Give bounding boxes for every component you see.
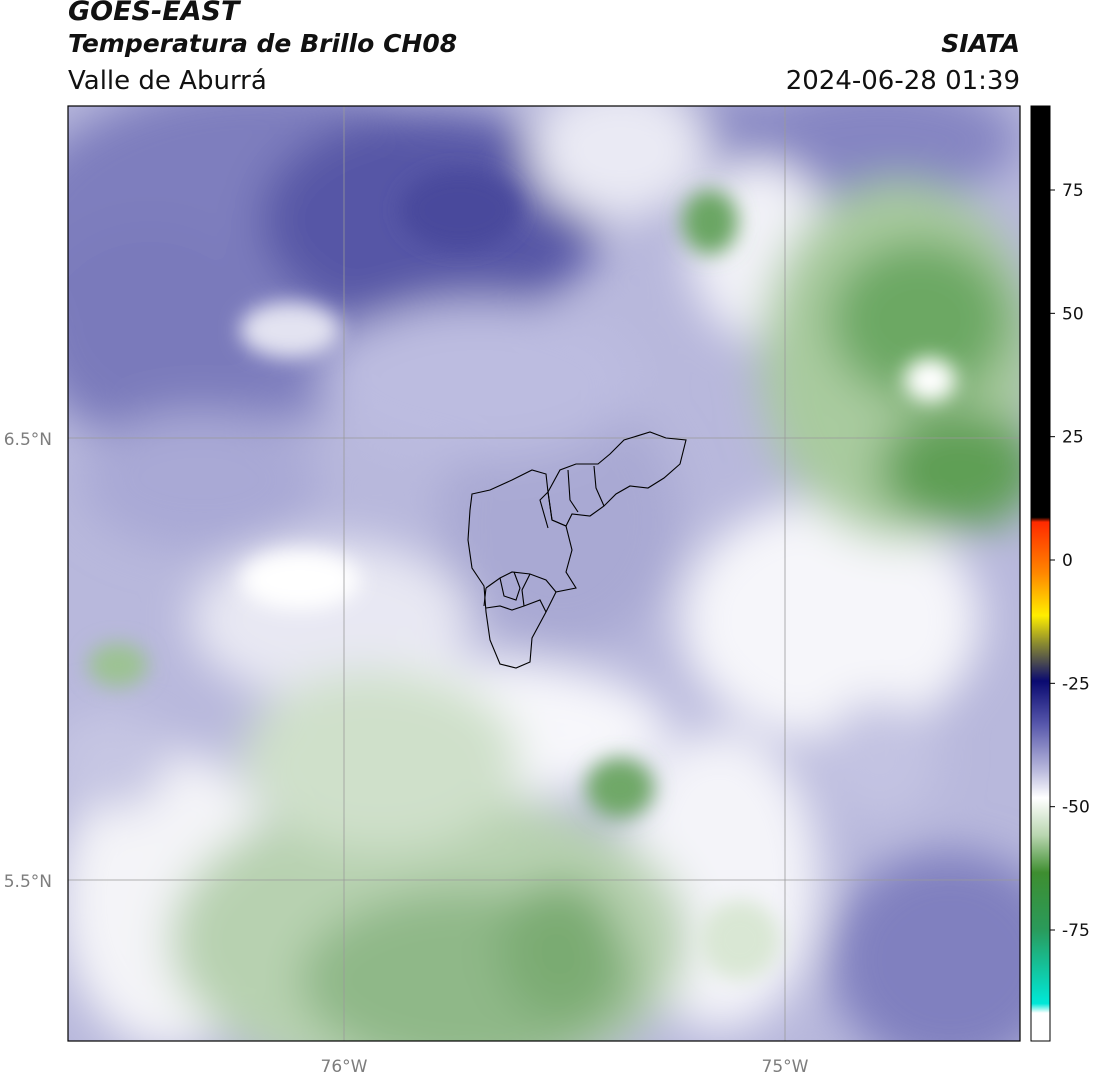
colorbar-tick-label: 0 — [1062, 551, 1073, 571]
lon-label-75w: 75°W — [762, 1057, 809, 1077]
colorbar: 75 50 25 0 -25 -50 -75 — [1030, 105, 1090, 1042]
colorbar-tick-label: -50 — [1062, 798, 1090, 818]
colorbar-tick-label: 75 — [1062, 181, 1084, 201]
colorbar-tick-label: 25 — [1062, 428, 1084, 448]
colorbar-tick-label: -75 — [1062, 921, 1090, 941]
lat-label-6-5: 6.5°N — [4, 430, 52, 450]
product-title: Temperatura de Brillo CH08 — [68, 29, 458, 58]
lat-label-5-5: 5.5°N — [4, 872, 52, 892]
colorbar-tick-label: -25 — [1062, 674, 1090, 694]
map-frame — [67, 105, 1021, 1042]
organization-label: SIATA — [941, 29, 1020, 58]
region-title: Valle de Aburrá — [68, 66, 267, 96]
satellite-title: GOES-EAST — [68, 0, 240, 27]
municipal-boundaries — [467, 431, 687, 669]
colorbar-tick-label: 50 — [1062, 304, 1084, 324]
colorbar-gradient — [1031, 106, 1050, 1041]
colorbar-frame — [1030, 105, 1051, 1042]
timestamp-label: 2024-06-28 01:39 — [785, 66, 1020, 96]
brightness-temperature-field — [68, 106, 1020, 1041]
lon-label-76w: 76°W — [321, 1057, 368, 1077]
